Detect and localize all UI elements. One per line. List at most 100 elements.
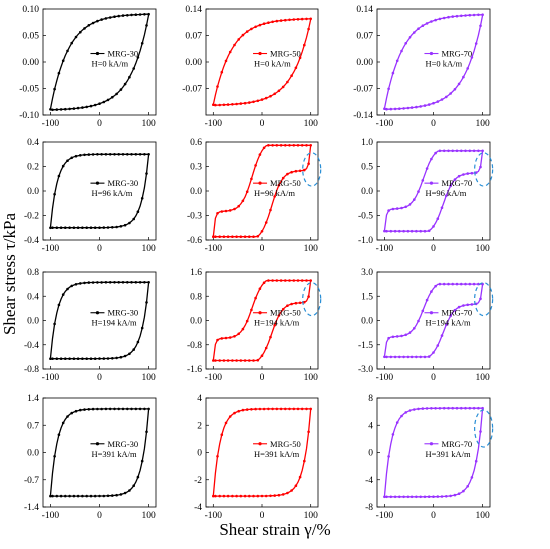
data-point [53, 87, 56, 91]
data-point [258, 287, 262, 291]
y-tick-label: 0.0 [190, 317, 202, 327]
data-point [395, 421, 399, 424]
data-point [393, 107, 397, 111]
data-point [404, 42, 408, 45]
data-point [68, 226, 71, 229]
y-tick-label: 1.4 [27, 394, 39, 404]
data-point [123, 223, 127, 227]
legend-sample-label: MRG-70 [441, 308, 472, 318]
data-point [303, 300, 306, 304]
data-point [100, 153, 103, 156]
y-tick-label: 0.0 [361, 187, 373, 197]
data-point [53, 322, 56, 326]
data-point [427, 103, 431, 106]
data-point [286, 491, 289, 495]
data-point [143, 13, 146, 16]
data-point [292, 279, 296, 282]
data-point [267, 144, 270, 147]
data-point [214, 359, 217, 362]
data-point [138, 153, 142, 156]
data-point [106, 226, 110, 229]
legend-marker [258, 51, 262, 56]
data-point [279, 144, 283, 147]
data-point [134, 13, 138, 16]
data-point [271, 144, 274, 147]
data-point [273, 92, 277, 96]
data-point [235, 494, 238, 498]
y-tick-label: 0.0 [190, 187, 202, 197]
data-point [462, 489, 465, 493]
data-point [389, 355, 393, 359]
annotation-ellipse [302, 152, 322, 187]
data-point [423, 104, 427, 107]
y-tick-label: 2 [197, 421, 202, 431]
legend-sample-label: MRG-50 [270, 439, 301, 449]
data-point [226, 494, 230, 498]
data-point [430, 157, 433, 161]
data-point [218, 359, 221, 362]
data-point [449, 184, 452, 188]
legend-sample-label: MRG-30 [107, 178, 138, 188]
data-point [279, 407, 283, 411]
data-point [457, 174, 461, 178]
data-point [472, 149, 476, 153]
data-point [130, 13, 133, 17]
data-point [126, 153, 129, 156]
data-point [228, 50, 232, 54]
data-point [214, 235, 217, 238]
data-point [106, 494, 110, 498]
data-point [410, 495, 414, 499]
data-point [89, 226, 93, 229]
data-point [425, 22, 429, 25]
data-point [128, 352, 131, 356]
data-point [305, 17, 308, 21]
data-point [479, 24, 482, 28]
data-point [415, 105, 418, 109]
data-point [468, 149, 472, 153]
data-point [222, 494, 226, 498]
data-point [106, 98, 110, 102]
data-point [93, 226, 97, 229]
x-tick-label: 100 [142, 373, 157, 383]
data-point [245, 30, 249, 33]
legend-field-label: H=0 kA/m [254, 59, 291, 69]
panel-mrg-50-0: -100 0 100 0.14 0.07 0.00 -0.07 MRG-50H=0 kA/m [182, 5, 319, 129]
y-tick-label: 0 [368, 449, 373, 459]
annotation-ellipse [302, 282, 322, 317]
data-point [128, 489, 131, 492]
data-point [436, 495, 440, 498]
data-point [61, 59, 65, 62]
data-point [68, 357, 71, 361]
data-point [451, 149, 455, 153]
data-point [108, 281, 112, 284]
data-point [455, 149, 459, 153]
data-point [290, 170, 293, 174]
data-point [279, 19, 283, 22]
data-point [455, 14, 459, 18]
data-point [119, 493, 123, 496]
data-point [398, 107, 401, 110]
data-point [111, 95, 114, 99]
data-point [309, 144, 313, 147]
data-point [123, 491, 127, 495]
data-point [66, 287, 69, 291]
data-point [260, 494, 264, 498]
y-tick-label: 0.00 [22, 58, 39, 68]
data-point [117, 407, 120, 411]
annotation-ellipse [474, 152, 494, 187]
data-point [292, 144, 296, 147]
legend-marker [258, 311, 262, 315]
data-point [121, 407, 125, 411]
data-point [85, 494, 88, 498]
data-point [233, 43, 236, 47]
y-tick-label: 0.00 [356, 58, 373, 68]
data-point [385, 229, 388, 233]
data-point [277, 314, 281, 317]
data-point [252, 359, 255, 362]
data-point [51, 108, 54, 112]
data-point [254, 296, 257, 300]
data-point [57, 433, 61, 437]
annotation-ellipse [474, 282, 494, 317]
y-tick-label: -1.4 [24, 503, 39, 513]
data-point [89, 494, 93, 498]
